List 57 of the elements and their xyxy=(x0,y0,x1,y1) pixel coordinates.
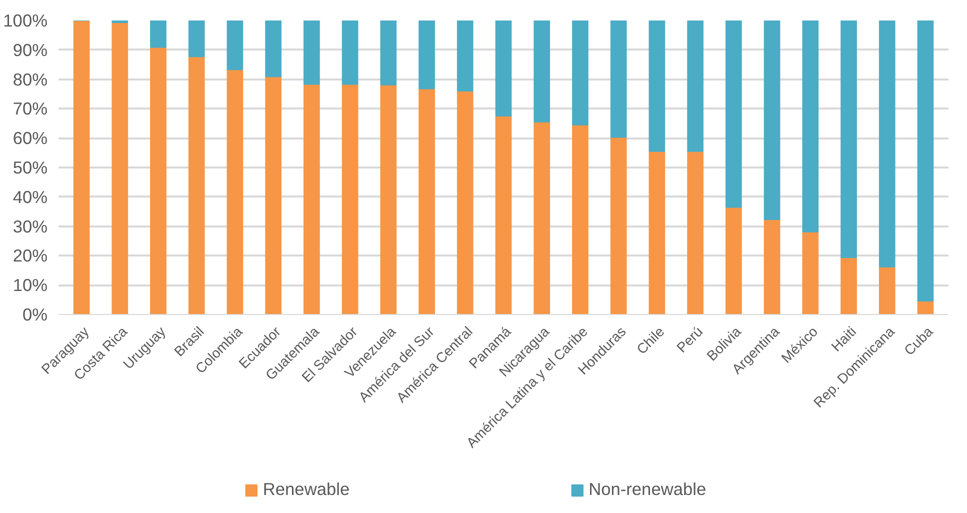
bar xyxy=(226,20,244,70)
bar xyxy=(572,20,588,126)
bar xyxy=(534,121,550,314)
bar xyxy=(265,20,282,78)
bar xyxy=(265,76,282,314)
y-tick-label: 10% xyxy=(12,275,48,296)
bar xyxy=(802,20,819,232)
y-tick-label: 90% xyxy=(12,40,48,60)
bar xyxy=(226,69,244,314)
bar xyxy=(188,20,205,58)
bar xyxy=(150,20,166,48)
bar xyxy=(342,84,358,314)
bar xyxy=(112,20,128,24)
y-tick-label: 40% xyxy=(12,186,48,207)
legend-label: Non-renewable xyxy=(588,479,706,500)
bar xyxy=(610,20,627,138)
bar xyxy=(380,20,397,86)
bar xyxy=(917,20,934,302)
bar xyxy=(687,150,704,314)
bar xyxy=(380,84,397,314)
y-tick-label: 70% xyxy=(12,98,48,119)
bar xyxy=(610,136,627,314)
y-tick-label: 60% xyxy=(12,128,48,148)
bar xyxy=(726,206,742,314)
bar xyxy=(764,219,780,314)
bar xyxy=(188,56,205,314)
bar xyxy=(495,116,512,314)
bar xyxy=(495,20,512,117)
bar xyxy=(418,20,435,90)
bar xyxy=(726,20,742,208)
y-tick-label: 100% xyxy=(3,10,48,30)
bar xyxy=(802,231,819,314)
y-tick-label: 80% xyxy=(12,69,48,90)
y-tick-label: 50% xyxy=(12,158,48,178)
y-tick-label: 30% xyxy=(12,216,48,236)
bar xyxy=(456,20,474,92)
bar xyxy=(534,20,550,122)
y-tick-label: 0% xyxy=(22,304,48,324)
bar xyxy=(648,20,666,152)
bar xyxy=(456,90,474,314)
bar xyxy=(878,266,896,314)
bar xyxy=(840,20,857,258)
bar xyxy=(648,150,666,314)
bar xyxy=(418,88,435,314)
bar xyxy=(687,20,704,152)
y-tick-label: 20% xyxy=(12,246,48,266)
bar xyxy=(304,20,320,85)
bar xyxy=(304,84,320,314)
bar xyxy=(342,20,358,85)
bar xyxy=(150,46,166,314)
bar xyxy=(112,22,128,314)
bar xyxy=(764,20,780,220)
bar xyxy=(840,256,857,314)
legend-label: Renewable xyxy=(262,479,350,500)
bar xyxy=(572,124,588,314)
bar xyxy=(73,20,90,314)
bar xyxy=(878,20,896,268)
